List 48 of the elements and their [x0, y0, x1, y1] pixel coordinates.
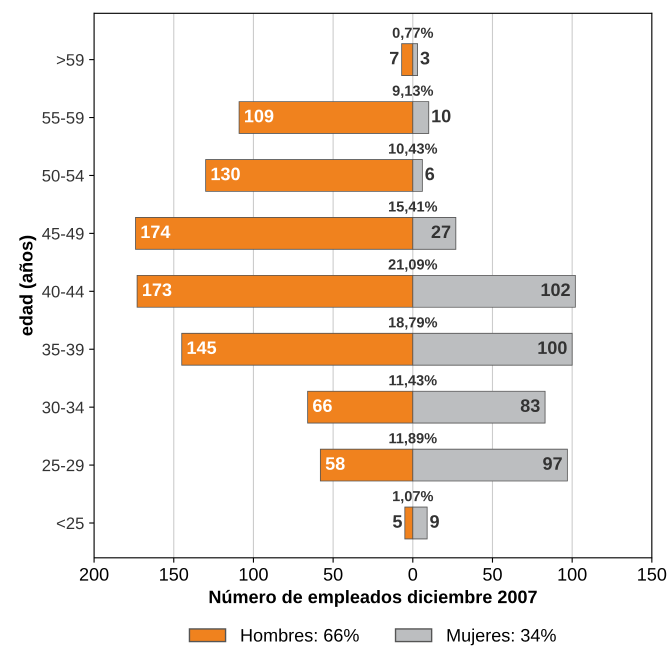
y-tick-label: >59	[56, 54, 84, 66]
annotation: 10,43%	[388, 143, 438, 156]
y-tick-label: 45-49	[42, 228, 84, 240]
data-label: 102	[542, 283, 570, 296]
data-label: 130	[212, 168, 240, 180]
data-label: 83	[520, 399, 540, 412]
y-axis-title: edad (años)	[19, 236, 36, 336]
y-tick-label: 30-34	[42, 402, 84, 414]
data-label: 10	[432, 110, 450, 122]
y-tick-label: 40-44	[42, 286, 84, 298]
x-tick-label: 0	[408, 568, 418, 581]
y-tick-label: 25-29	[42, 459, 84, 472]
x-tick-label: 50	[483, 568, 502, 581]
data-label: 97	[543, 457, 562, 470]
x-tick-label: 150	[160, 568, 188, 581]
data-label: 109	[245, 110, 274, 122]
annotation: 15,41%	[388, 201, 438, 214]
data-label: 9	[430, 515, 439, 528]
data-label: 7	[390, 52, 398, 64]
x-axis-title: Número de empleados diciembre 2007	[210, 590, 537, 607]
annotation: 0,77%	[392, 28, 434, 40]
x-tick-label: 100	[240, 568, 268, 581]
x-tick-label: 100	[558, 568, 587, 581]
annotation: 18,79%	[388, 317, 438, 330]
y-tick-label: 35-39	[42, 344, 84, 356]
legend-label: Hombres: 66%	[241, 628, 359, 642]
y-tick-label: 55-59	[42, 112, 84, 124]
data-label: 58	[326, 457, 345, 470]
y-tick-label: 50-54	[42, 170, 84, 182]
annotation: 11,89%	[389, 433, 437, 446]
data-label: 3	[420, 52, 430, 64]
data-label: 27	[432, 225, 450, 238]
x-tick-label: 50	[324, 568, 342, 581]
annotation: 11,43%	[389, 375, 437, 388]
data-label: 5	[392, 515, 402, 528]
data-label: 66	[313, 399, 332, 412]
x-tick-label: 200	[80, 568, 108, 581]
data-label: 6	[425, 168, 434, 180]
data-label: 173	[143, 283, 172, 296]
data-label: 174	[141, 226, 170, 238]
annotation: 1,07%	[393, 490, 434, 504]
legend-label: Mujeres: 34%	[448, 628, 556, 646]
data-label: 145	[188, 341, 216, 354]
x-tick-label: 150	[638, 568, 666, 581]
data-label: 100	[538, 341, 567, 354]
annotation: 21,09%	[388, 259, 438, 272]
y-tick-label: <25	[56, 517, 84, 530]
annotation: 9,13%	[392, 86, 434, 98]
